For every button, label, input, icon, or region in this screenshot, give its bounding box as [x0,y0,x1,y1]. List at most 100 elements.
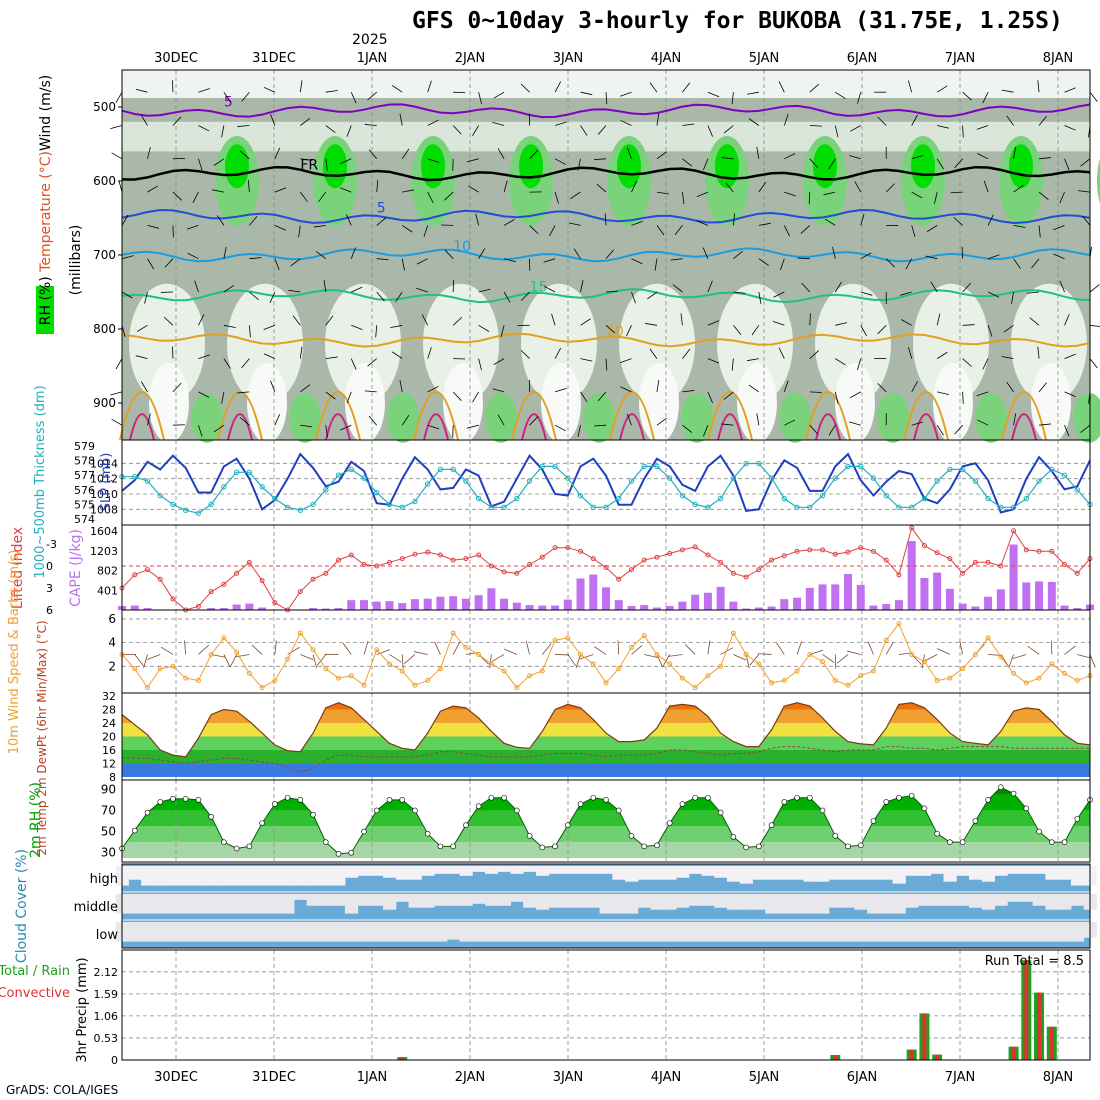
wind-barb [809,424,819,435]
cape-bar [958,603,967,610]
wind-barb [452,391,462,401]
lifted-index-point [578,548,584,554]
rh-point [1010,790,1017,797]
cloud-gap [969,922,983,942]
cloud-gap [179,894,193,914]
date-label-bottom: 31DEC [252,1070,296,1085]
wind-barb [503,180,508,193]
wind-barb [707,125,713,137]
cape-bar [945,588,954,610]
wind-barb [860,325,867,336]
wind-speed-point [399,668,405,674]
rh-dry-core [933,363,973,443]
thickness-point [921,495,928,502]
lifted-index-point [488,563,494,569]
wind-barb [907,346,913,359]
thickness-point [641,463,647,470]
cloud-gap [421,866,435,876]
li-tick-label: 3 [46,582,53,595]
rh-band [122,826,1090,843]
cloud-gap [255,866,269,886]
wind-barb [346,214,352,226]
wind-barb [529,225,539,235]
rh-point [959,839,966,845]
cloud-gap [1045,922,1059,942]
wind-barb [520,83,530,93]
wind-barb [1059,280,1065,293]
wind-barb-10m [134,654,144,666]
wind-barb [626,147,632,159]
li-tick-label: 6 [46,604,53,617]
wind-speed-point [807,651,813,657]
wind-barb [832,246,836,259]
wind-barb [731,92,734,105]
wind-barb [395,291,403,303]
wind-barb [911,114,918,126]
wind-barb-10m [198,644,210,655]
temp-band [122,702,1090,710]
cape-bar [525,605,534,610]
wind-barb [937,125,949,129]
isotherm-30-arc [325,413,351,441]
wind-barb [315,251,327,260]
wind-speed-point [820,659,826,665]
cloud-gap [217,894,231,914]
wind-speed-point [743,651,749,657]
cloud-gap [867,866,881,880]
wind-speed-point [437,666,443,672]
wind-barb [427,424,440,430]
cloud-gap [141,894,155,914]
wind-barb [682,123,695,126]
cape-bar [907,541,916,610]
wind-barb [877,325,887,335]
wind-barb [674,225,683,236]
lifted-index-point [208,589,214,595]
cloud-gap [574,894,588,908]
wind-speed-point [488,661,494,667]
lifted-index-point [463,556,469,562]
isotherm-FR [121,165,1091,182]
cloud-ylabel: Cloud Cover (%) [14,849,30,963]
rh-saturated-core [519,144,543,189]
wind-barb [1089,358,1098,369]
wind-barb [427,347,432,359]
wind-barb [376,258,389,261]
cloud-gap [586,922,601,942]
wind-barb [325,391,336,400]
wind-barb [110,391,123,396]
cloud-gap [332,922,346,942]
cloud-gap [879,866,894,880]
isotherm-20 [121,332,1091,348]
wind-barb-10m [644,654,658,659]
rh-point [603,797,609,803]
thickness-point [488,504,495,511]
wind-barb [1013,184,1024,193]
rh-dry-core [247,363,287,443]
cloud-gap [192,894,206,914]
wind-barb [223,324,236,328]
wind-barb [620,120,632,126]
rh2m-ylabel: 2m RH (%) [28,782,44,858]
cape-bar [894,600,903,610]
wind-barb [605,249,615,259]
wind-speed-point [310,647,316,653]
cloud-gap [1007,894,1021,902]
wind-barb [987,291,1000,298]
cape-bar [1073,608,1082,610]
wind-barb [551,313,556,326]
wind-barb [1064,314,1070,326]
wind-barb [263,86,276,93]
wind-barb-10m [143,654,148,669]
cloud-gap [306,894,320,906]
rh-point [857,842,864,849]
cloud-gap [752,894,766,910]
wind-barb [731,358,734,371]
wind-barb-10m [1027,645,1040,655]
cape-bar [1047,581,1056,610]
wind-barb [554,388,567,393]
thickness-point [1010,504,1017,511]
wind-barb [192,191,199,203]
thickness-point [514,495,520,502]
rh-point [794,794,800,801]
precip-tick-label: 2.12 [94,966,119,979]
